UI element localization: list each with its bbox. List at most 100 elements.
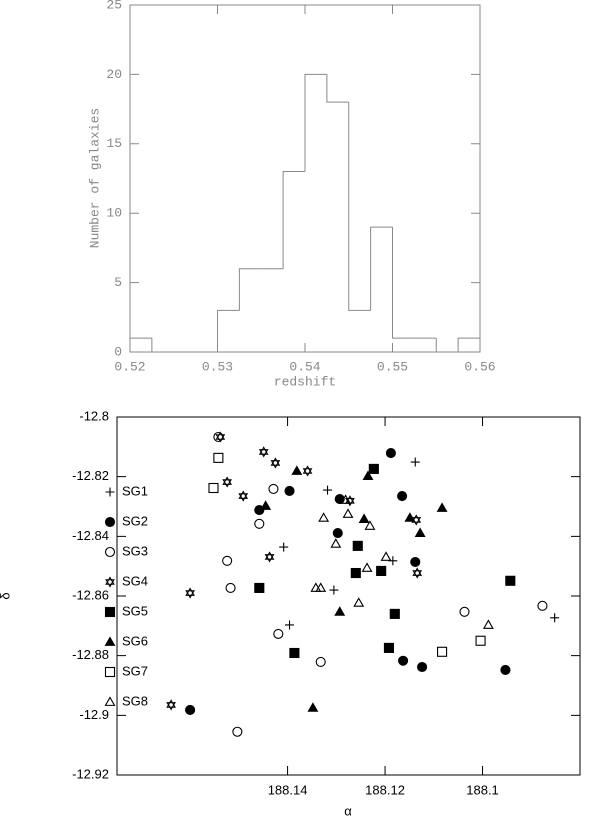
point bbox=[330, 538, 342, 548]
histogram-bin bbox=[435, 338, 459, 353]
histogram-bin bbox=[217, 309, 240, 352]
y-tick-label: -12.84 bbox=[72, 528, 109, 543]
histogram-bin bbox=[129, 337, 152, 352]
y-tick-label: 5 bbox=[114, 275, 122, 290]
y-axis-label: δ bbox=[0, 592, 12, 599]
point bbox=[350, 567, 361, 579]
point bbox=[289, 647, 300, 659]
point bbox=[329, 585, 339, 595]
legend-marker bbox=[105, 576, 115, 588]
point bbox=[385, 448, 396, 459]
histogram-bin bbox=[348, 102, 371, 311]
point bbox=[353, 597, 365, 607]
x-tick-label: 0.55 bbox=[377, 359, 408, 374]
point bbox=[334, 493, 345, 505]
point bbox=[258, 446, 269, 458]
point bbox=[185, 704, 196, 716]
x-axis-label: redshift bbox=[274, 374, 336, 389]
legend-marker bbox=[104, 516, 116, 528]
point bbox=[254, 582, 265, 593]
point bbox=[268, 483, 279, 494]
legend-marker bbox=[104, 696, 116, 706]
point bbox=[318, 512, 330, 522]
point bbox=[334, 606, 346, 616]
legend-label: SG1 bbox=[122, 483, 148, 498]
x-tick-label: 188.12 bbox=[365, 782, 405, 797]
y-tick-label: -12.8 bbox=[79, 408, 109, 423]
point bbox=[389, 608, 400, 619]
x-tick-label: 0.56 bbox=[464, 359, 495, 374]
y-tick-label: 0 bbox=[114, 344, 122, 359]
point bbox=[270, 457, 281, 469]
histogram-panel: 0.52 0.53 0.54 0.55 0.56 0 5 10 15 20 25 redshift Nu… bbox=[87, 0, 495, 389]
point bbox=[222, 476, 232, 488]
legend-label: SG8 bbox=[122, 693, 148, 708]
plot-frame bbox=[116, 416, 581, 776]
y-tick-label: -12.88 bbox=[72, 647, 109, 662]
legend-marker bbox=[104, 636, 116, 646]
point bbox=[414, 527, 426, 537]
y-tick-label: 20 bbox=[106, 67, 122, 82]
histogram-bin bbox=[304, 73, 327, 172]
y-tick-label: 25 bbox=[106, 0, 122, 12]
y-tick-label: -12.82 bbox=[72, 468, 109, 483]
point bbox=[410, 556, 421, 568]
point bbox=[436, 502, 448, 512]
histogram-bin bbox=[238, 268, 262, 311]
point bbox=[437, 646, 448, 657]
point bbox=[475, 635, 486, 646]
point bbox=[279, 542, 289, 552]
point bbox=[376, 565, 387, 576]
x-tick-label: 188.1 bbox=[466, 782, 499, 797]
point bbox=[537, 600, 548, 611]
point bbox=[315, 582, 327, 592]
x-tick-label: 188.14 bbox=[268, 782, 308, 797]
x-tick-label: 0.54 bbox=[289, 359, 320, 374]
point bbox=[291, 465, 303, 475]
point bbox=[380, 551, 392, 561]
legend-marker bbox=[104, 546, 116, 558]
point bbox=[315, 656, 326, 667]
y-tick-label: -12.86 bbox=[72, 587, 109, 602]
point bbox=[273, 628, 284, 639]
point bbox=[225, 582, 236, 593]
point bbox=[284, 485, 295, 497]
point bbox=[398, 655, 409, 666]
y-tick-label: 15 bbox=[106, 136, 122, 151]
point bbox=[397, 491, 408, 502]
point bbox=[342, 508, 354, 518]
histogram-bin bbox=[326, 74, 349, 103]
point bbox=[208, 482, 219, 494]
x-axis-label: α bbox=[344, 803, 352, 818]
point bbox=[254, 518, 265, 529]
legend-marker bbox=[104, 606, 116, 618]
point bbox=[410, 457, 420, 467]
point bbox=[323, 485, 333, 495]
point bbox=[482, 619, 494, 629]
point bbox=[505, 575, 516, 586]
y-tick-label: -12.92 bbox=[72, 766, 109, 781]
histogram-bin bbox=[282, 171, 305, 269]
plot-frame bbox=[129, 4, 481, 353]
point bbox=[383, 642, 395, 653]
point bbox=[302, 465, 313, 477]
point bbox=[358, 513, 370, 523]
histogram-bin bbox=[370, 226, 393, 311]
legend-marker bbox=[105, 487, 115, 497]
point bbox=[361, 562, 373, 572]
point bbox=[166, 699, 176, 711]
point bbox=[264, 551, 275, 563]
legend-label: SG3 bbox=[122, 543, 148, 558]
point bbox=[362, 470, 374, 480]
point bbox=[500, 664, 511, 676]
y-tick-label: -12.9 bbox=[79, 707, 109, 722]
legend-label: SG7 bbox=[122, 663, 148, 678]
legend-label: SG4 bbox=[122, 573, 148, 588]
point bbox=[232, 726, 243, 737]
point bbox=[417, 661, 428, 673]
point bbox=[404, 512, 416, 522]
x-tick-label: 0.52 bbox=[114, 359, 145, 374]
histogram-bin bbox=[151, 338, 174, 353]
point bbox=[412, 567, 423, 579]
